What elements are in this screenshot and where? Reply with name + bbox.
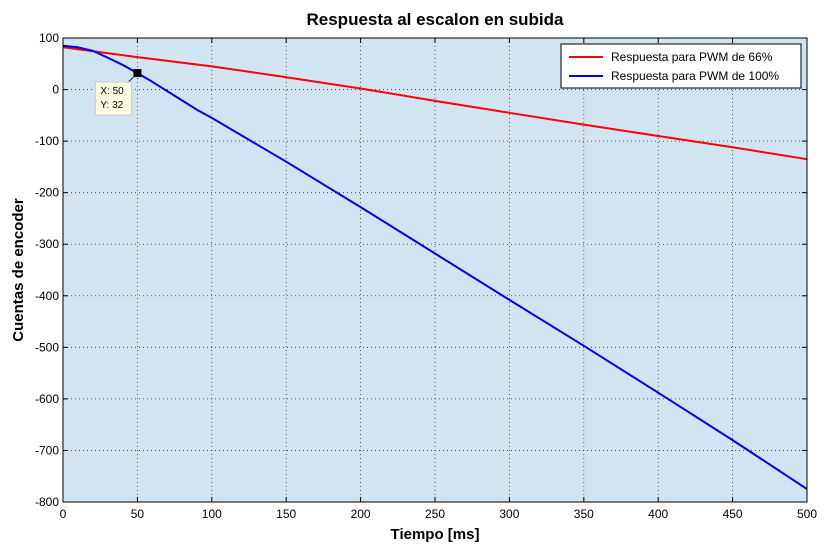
y-tick-label: 0 [52,83,59,97]
x-tick-label: 350 [574,507,594,521]
datatip-marker[interactable] [133,69,142,78]
x-tick-label: 500 [797,507,817,521]
y-tick-label: -100 [35,134,59,148]
legend-entry-2: Respuesta para PWM de 100% [611,69,779,83]
datatip-box[interactable] [94,81,132,116]
datatip-y-label: Y: 32 [100,100,123,111]
chart-title: Respuesta al escalon en subida [307,10,565,29]
y-tick-label: -600 [35,392,59,406]
legend-entry-1: Respuesta para PWM de 66% [611,50,773,64]
series-line-1 [62,46,808,161]
x-axis-ticks: 0 50 100 150 200 250 300 350 400 450 500 [60,38,817,521]
y-tick-label: -800 [35,495,59,509]
x-tick-label: 250 [425,507,445,521]
x-tick-label: 50 [131,507,145,521]
series-line-2 [62,44,808,490]
y-tick-label: -400 [35,289,59,303]
x-tick-label: 150 [276,507,296,521]
x-tick-label: 300 [499,507,519,521]
series-lines [62,44,808,490]
x-tick-label: 450 [723,507,743,521]
x-tick-label: 200 [351,507,371,521]
legend-box [560,43,802,89]
plot-frame [62,37,808,503]
datatip-x-label: X: 50 [100,86,124,97]
x-tick-label: 0 [60,507,67,521]
x-tick-label: 100 [202,507,222,521]
y-tick-label: -500 [35,340,59,354]
y-tick-label: -300 [35,237,59,251]
y-tick-label: -700 [35,443,59,457]
x-axis-label: Tiempo [ms] [391,526,480,543]
y-tick-label: -200 [35,186,59,200]
legend[interactable]: Respuesta para PWM de 66% Respuesta para … [560,43,802,89]
x-tick-label: 400 [648,507,668,521]
y-tick-label: 100 [39,31,59,45]
datatip[interactable]: X: 50 Y: 32 [94,69,142,116]
y-axis-ticks: 100 0 -100 -200 -300 -400 -500 -600 -700 -800 [35,31,807,509]
grid-lines [63,38,807,502]
y-axis-label: Cuentas de encoder [10,198,27,342]
